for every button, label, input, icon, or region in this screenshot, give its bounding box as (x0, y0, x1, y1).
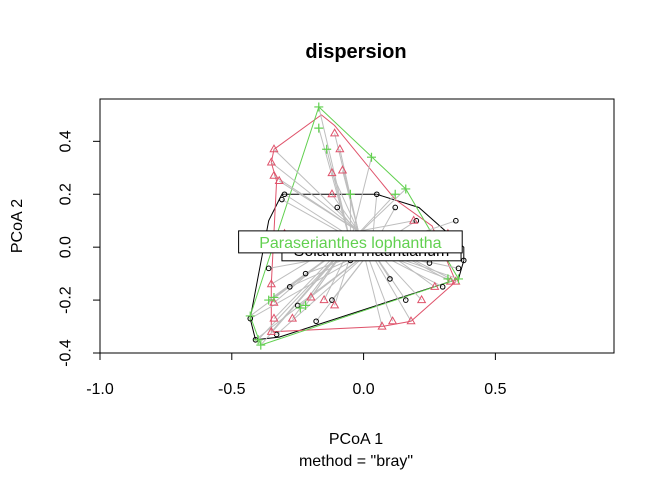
y-axis-title: PCoA 2 (9, 199, 26, 253)
point-group-3-8 (253, 335, 263, 345)
point-group-1-27 (392, 204, 399, 211)
point-group-2-25 (409, 215, 419, 224)
point-group-3-10 (264, 295, 274, 305)
point-group-2-18 (387, 316, 398, 325)
point-group-3-6 (401, 184, 411, 194)
point-group-1-7 (286, 284, 293, 290)
group-label-1: Paraserianthes lophantha (238, 230, 463, 254)
point-group-2-13 (266, 326, 276, 335)
point-group-1-18 (387, 276, 393, 282)
point-group-1-12 (313, 318, 319, 325)
spider-line-3-4 (349, 157, 372, 242)
point-group-2-19 (406, 316, 416, 325)
point-group-2-7 (269, 170, 279, 179)
group-label-text-1: Paraserianthes lophantha (259, 235, 441, 252)
point-group-3-13 (301, 300, 311, 310)
point-group-1-22 (439, 284, 446, 290)
labels-layer: Solanum mauritianumParaserianthes lophan… (238, 230, 463, 262)
spider-line-1-4 (276, 249, 372, 335)
hull-group-3 (249, 105, 460, 346)
point-group-3-4 (366, 152, 376, 162)
point-group-3-1 (314, 102, 324, 112)
y-tick-label-5: 0.4 (58, 130, 75, 152)
point-group-3-14 (443, 274, 453, 284)
y-tick-label-1: -0.4 (58, 339, 75, 367)
point-group-3-11 (269, 292, 279, 302)
y-tick-label-3: 0.0 (58, 236, 75, 258)
point-group-1-26 (453, 217, 459, 224)
point-group-1-24 (455, 265, 462, 272)
point-group-2-22 (445, 276, 456, 285)
point-group-2-14 (306, 292, 316, 301)
point-group-1-5 (279, 196, 285, 203)
x-axis-subtitle: method = "bray" (299, 453, 413, 470)
point-group-2-17 (377, 321, 387, 330)
y-axis: -0.4 -0.2 0.0 0.2 0.4 (58, 130, 101, 367)
point-group-2-26 (327, 167, 337, 177)
spider-line-2-25 (358, 220, 414, 232)
x-axis-title: PCoA 1 (329, 431, 383, 448)
point-group-3-9 (256, 340, 266, 350)
point-group-2-1 (329, 128, 340, 137)
point-group-3-2 (314, 123, 324, 133)
point-group-2-5 (269, 144, 279, 153)
point-group-2-16 (329, 300, 340, 309)
point-group-2-4 (327, 189, 337, 198)
point-group-2-3 (337, 165, 348, 174)
x-tick-label-4: 0.5 (484, 381, 506, 398)
y-tick-label-4: 0.2 (58, 183, 75, 205)
point-group-1-19 (402, 297, 409, 303)
point-group-2-9 (266, 278, 276, 288)
point-group-3-5 (390, 189, 400, 199)
chart-title: dispersion (305, 41, 406, 63)
point-group-1-6 (281, 191, 288, 198)
x-tick-label-3: 0.0 (352, 381, 374, 398)
point-group-2-21 (430, 281, 440, 290)
point-group-3-3 (322, 144, 332, 154)
point-group-2-10 (269, 297, 279, 306)
point-group-1-13 (329, 297, 335, 303)
point-group-2-8 (274, 175, 284, 184)
x-tick-label-1: -1.0 (86, 381, 114, 398)
point-group-3-7 (245, 311, 255, 321)
point-group-3-16 (345, 189, 355, 199)
spider-line-3-3 (326, 149, 351, 242)
point-group-2-23 (451, 276, 461, 285)
point-group-3-12 (295, 303, 305, 313)
point-group-1-17 (373, 191, 380, 198)
point-group-2-15 (319, 294, 329, 304)
point-group-2-6 (266, 157, 276, 166)
x-axis: -1.0 -0.5 0.0 0.5 (86, 352, 507, 398)
point-group-2-11 (269, 313, 279, 322)
point-group-2-2 (335, 144, 345, 153)
point-group-1-10 (302, 270, 309, 277)
x-tick-label-2: -0.5 (218, 381, 246, 398)
spider-line-2-4 (331, 193, 359, 232)
point-group-3-15 (453, 274, 463, 284)
point-group-1-14 (334, 204, 341, 211)
point-group-2-12 (287, 313, 298, 322)
point-group-1-3 (265, 265, 272, 272)
group-label-box-1 (238, 230, 463, 254)
point-group-2-20 (416, 294, 427, 304)
y-tick-label-2: -0.2 (58, 286, 75, 314)
